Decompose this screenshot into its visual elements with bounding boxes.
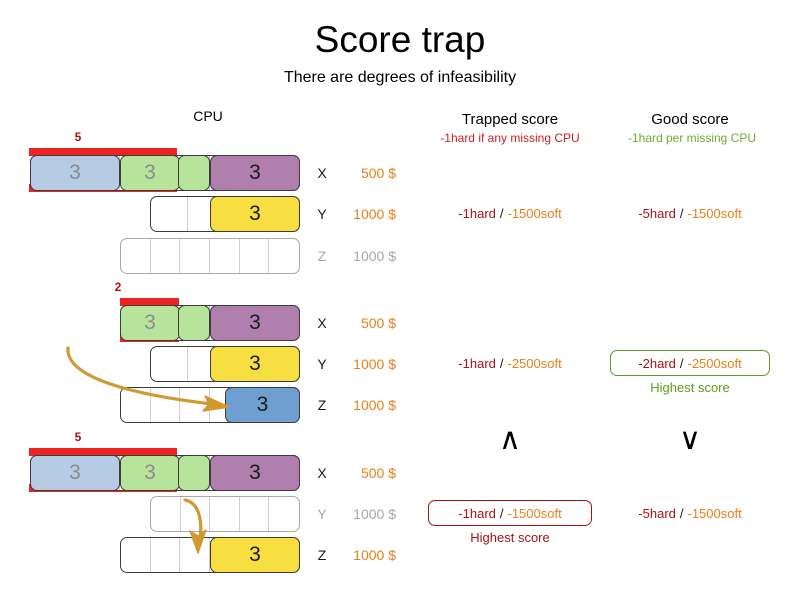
good-score-rule: -1hard per missing CPU xyxy=(627,131,757,145)
hard-score: -5hard xyxy=(638,206,676,221)
machine-cost: 1000 $ xyxy=(353,397,396,413)
soft-score: -2500soft xyxy=(687,355,742,371)
soft-score: -1500soft xyxy=(687,206,742,221)
soft-score: -1500soft xyxy=(507,505,562,521)
page-subtitle: There are degrees of infeasibility xyxy=(283,69,517,86)
machine-cost: 1000 $ xyxy=(353,248,396,264)
process-block[interactable]: 3 xyxy=(30,155,120,191)
good-score: -5hard / -1500soft xyxy=(638,506,742,521)
process-block[interactable]: 3 xyxy=(210,346,300,382)
machine-cost: 1000 $ xyxy=(353,547,396,563)
capacity-label: 5 xyxy=(74,430,82,444)
machine-row-x[interactable]: 3 3 3 xyxy=(30,155,300,191)
process-value: 3 xyxy=(249,461,261,484)
machine-grid xyxy=(150,496,300,532)
machine-cost: 500 $ xyxy=(360,315,396,331)
machine-name: Z xyxy=(317,547,327,563)
process-value: 3 xyxy=(256,393,269,416)
machine-cost: 500 $ xyxy=(360,465,396,481)
machine-grid xyxy=(120,238,300,274)
good-score: -5hard / -1500soft xyxy=(638,206,742,221)
capacity-bar-top xyxy=(29,448,177,456)
capacity-bar-top xyxy=(29,148,177,156)
process-block[interactable]: 3 xyxy=(120,305,180,341)
capacity-label: 2 xyxy=(114,280,122,294)
machine-name: X xyxy=(317,465,327,481)
machine-name: Z xyxy=(317,248,327,264)
capacity-label: 5 xyxy=(74,130,82,144)
machine-cost: 1000 $ xyxy=(353,506,396,522)
highest-score-label: Highest score xyxy=(470,530,550,545)
process-block[interactable] xyxy=(178,155,210,191)
good-score-highlight: -2hard / -2500soft xyxy=(610,350,770,376)
process-value: 3 xyxy=(249,543,261,566)
hard-score: -2hard xyxy=(638,355,676,371)
trapped-score-header: Trapped score xyxy=(461,111,559,128)
highest-score-label: Highest score xyxy=(650,380,730,395)
capacity-bar-top xyxy=(120,298,179,306)
machine-row-y[interactable]: 3 xyxy=(150,196,300,232)
process-block[interactable] xyxy=(178,455,210,491)
cpu-column-header: CPU xyxy=(193,108,223,124)
process-block[interactable]: 3 xyxy=(210,155,300,191)
process-block[interactable] xyxy=(178,305,210,341)
machine-row-y[interactable]: 3 xyxy=(150,346,300,382)
machine-name: Z xyxy=(317,397,327,413)
process-value: 3 xyxy=(69,461,81,484)
machine-row-x[interactable]: 3 3 xyxy=(120,305,300,341)
process-block[interactable]: 3 xyxy=(210,305,300,341)
machine-row-z[interactable]: 3 xyxy=(120,537,300,573)
process-value: 3 xyxy=(144,311,156,334)
machine-name: X xyxy=(317,165,327,181)
machine-cost: 1000 $ xyxy=(353,206,396,222)
process-value: 3 xyxy=(69,161,81,184)
process-value: 3 xyxy=(249,161,261,184)
hard-score: -1hard xyxy=(458,505,496,521)
soft-score: -1500soft xyxy=(507,206,562,221)
good-comparison-symbol: ∨ xyxy=(679,423,701,456)
trapped-score-rule: -1hard if any missing CPU xyxy=(440,131,580,145)
trapped-score-highlight: -1hard / -1500soft xyxy=(428,500,592,526)
trapped-score: -1hard / -2500soft xyxy=(458,356,562,371)
machine-row-x[interactable]: 3 3 3 xyxy=(30,455,300,491)
process-block[interactable]: 3 xyxy=(120,155,180,191)
trapped-score: -1hard / -1500soft xyxy=(458,206,562,221)
soft-score: -1500soft xyxy=(687,506,742,521)
hard-score: -1hard xyxy=(458,356,496,371)
good-score-header: Good score xyxy=(651,111,729,128)
machine-name: Y xyxy=(317,356,327,372)
process-block[interactable]: 3 xyxy=(210,455,300,491)
process-value: 3 xyxy=(249,311,261,334)
hard-score: -5hard xyxy=(638,506,676,521)
process-value: 3 xyxy=(144,461,156,484)
process-value: 3 xyxy=(144,161,156,184)
machine-cost: 500 $ xyxy=(360,165,396,181)
machine-name: Y xyxy=(317,506,327,522)
machine-row-z[interactable] xyxy=(120,238,300,274)
process-block[interactable]: 3 xyxy=(210,196,300,232)
soft-score: -2500soft xyxy=(507,356,562,371)
process-value: 3 xyxy=(249,202,261,225)
machine-cost: 1000 $ xyxy=(353,356,396,372)
page-title: Score trap xyxy=(314,19,486,60)
process-value: 3 xyxy=(249,352,261,375)
process-block[interactable]: 3 xyxy=(30,455,120,491)
trapped-comparison-symbol: ∧ xyxy=(499,423,521,456)
machine-name: X xyxy=(317,315,327,331)
hard-score: -1hard xyxy=(458,206,496,221)
machine-name: Y xyxy=(317,206,327,222)
machine-row-y[interactable] xyxy=(150,496,300,532)
process-block[interactable]: 3 xyxy=(210,537,300,573)
